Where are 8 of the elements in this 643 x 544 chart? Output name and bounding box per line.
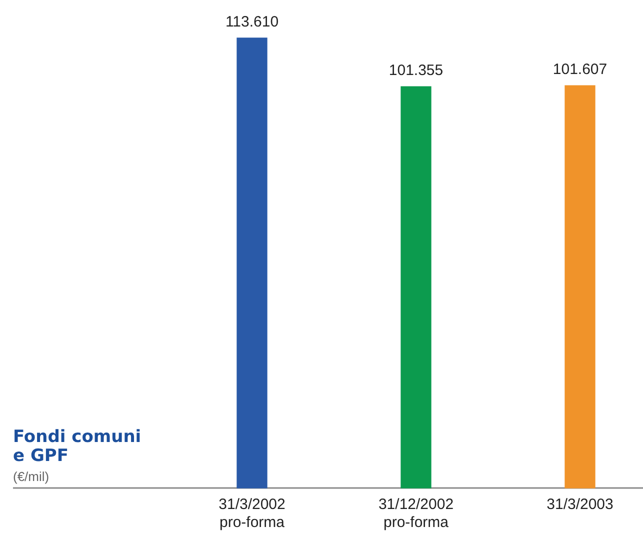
x-tick-label: 31/12/2002 pro-forma xyxy=(378,496,454,532)
text: (€/mil) xyxy=(13,469,50,484)
data-label: 113.610 xyxy=(225,14,279,31)
data-label: 101.607 xyxy=(552,61,608,78)
x-tick-label: 31/3/2002 pro-forma xyxy=(218,496,286,532)
data-label: 101.355 xyxy=(388,62,444,80)
x-tick-label: 31/3/2003 xyxy=(546,496,614,514)
text: Fondi comuni e GPF xyxy=(13,427,142,466)
